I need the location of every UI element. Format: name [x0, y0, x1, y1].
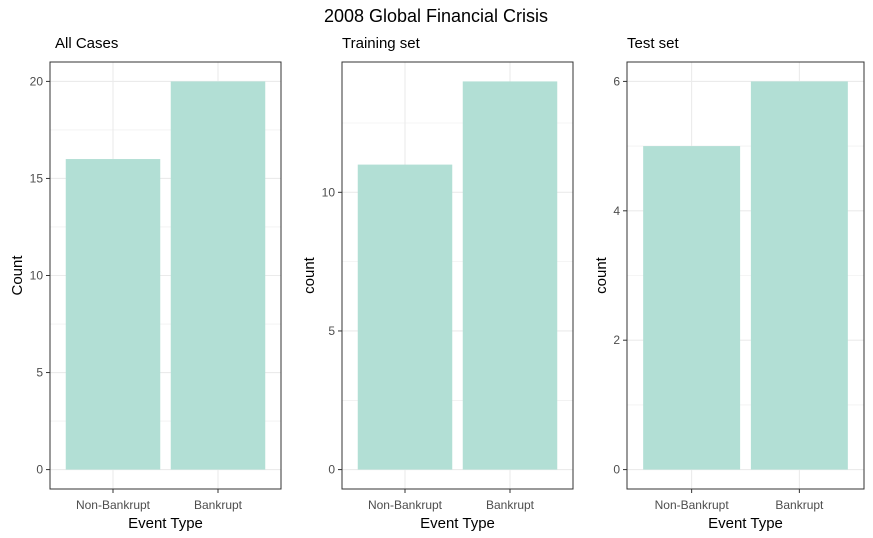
y-tick-label: 2 [613, 333, 620, 347]
y-tick-label: 0 [613, 463, 620, 477]
y-axis-title: count [593, 256, 610, 294]
y-tick-label: 6 [613, 74, 620, 88]
y-tick-label: 15 [30, 171, 44, 185]
y-tick-label: 5 [36, 366, 43, 380]
y-axis-title: count [301, 256, 318, 294]
x-axis-title: Event Type [708, 515, 783, 532]
x-tick-label: Non-Bankrupt [368, 498, 443, 512]
panel-subtitle: Training set [342, 35, 421, 52]
x-tick-label: Non-Bankrupt [76, 498, 151, 512]
panel-2: 0 5 10 Non-Bankrupt Bankrupt Training set Even… [301, 35, 574, 532]
panel-border [341, 61, 574, 490]
panel-subtitle: All Cases [55, 35, 118, 52]
y-tick-label: 20 [30, 74, 44, 88]
x-axis-title: Event Type [420, 515, 495, 532]
bar-bankrupt [750, 81, 848, 470]
panel-subtitle: Test set [627, 35, 680, 52]
x-axis-title: Event Type [128, 515, 203, 532]
y-tick-label: 10 [30, 269, 44, 283]
y-tick-label: 0 [328, 463, 335, 477]
y-tick-label: 0 [36, 463, 43, 477]
chart-title: 2008 Global Financial Crisis [324, 6, 548, 26]
x-tick-label: Bankrupt [194, 498, 243, 512]
x-tick-label: Bankrupt [486, 498, 535, 512]
y-tick-label: 5 [328, 324, 335, 338]
bar-non-bankrupt [643, 146, 741, 470]
y-tick-label: 10 [322, 185, 336, 199]
panel-3: 0 2 4 6 Non-Bankrupt Bankrupt Test set Event Ty… [593, 35, 865, 532]
x-tick-label: Non-Bankrupt [655, 498, 730, 512]
bar-bankrupt [170, 81, 266, 470]
y-axis-title: Count [9, 255, 26, 296]
bar-non-bankrupt [357, 164, 453, 470]
bar-bankrupt [462, 81, 558, 470]
bar-non-bankrupt [65, 159, 161, 470]
panel-1: 0 5 10 15 20 Non-Bankrupt Bankrupt All Cases Eve… [9, 35, 282, 532]
y-tick-label: 4 [613, 204, 620, 218]
panel-border [626, 61, 865, 490]
x-tick-label: Bankrupt [775, 498, 824, 512]
